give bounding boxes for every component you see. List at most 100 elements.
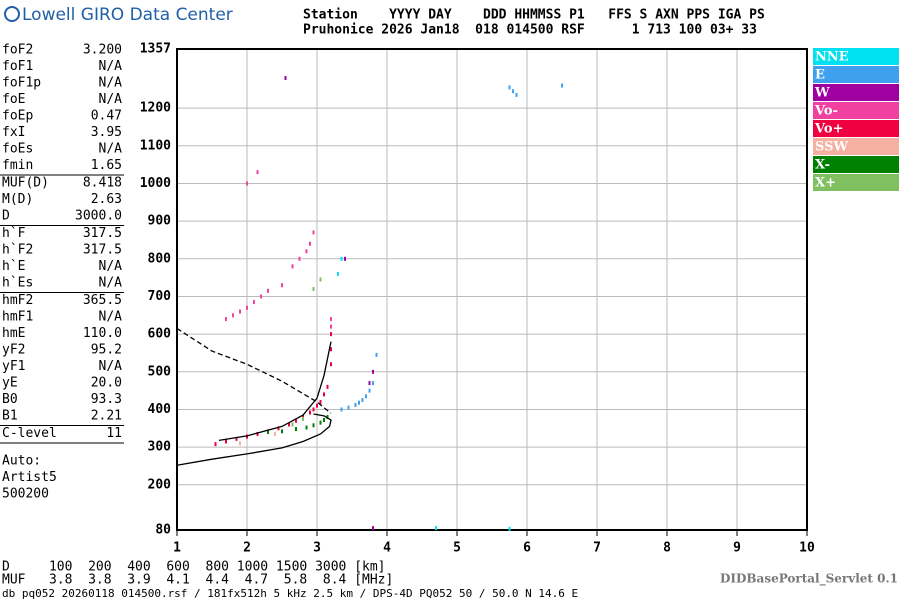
param-value: 365.5 <box>83 293 122 308</box>
param-value: 3.200 <box>83 43 122 58</box>
echo-point <box>508 526 511 531</box>
param-value: 8.418 <box>83 176 122 191</box>
y-tick-label: 80 <box>155 523 171 538</box>
echo-point <box>309 410 311 415</box>
legend-label: Vo- <box>814 104 838 119</box>
legend-label: NNE <box>815 50 849 65</box>
param-name: hmF2 <box>2 293 33 308</box>
echo-point <box>368 388 371 393</box>
y-tick-label: 300 <box>148 440 172 455</box>
y-tick-label: 400 <box>148 402 172 417</box>
d-line: D 100 200 400 600 800 1000 1500 3000 [km… <box>2 560 386 575</box>
echo-point <box>281 283 283 288</box>
y-tick-label: 700 <box>148 289 172 304</box>
legend-swatch <box>813 174 899 191</box>
echo-point <box>340 407 343 412</box>
echo-point <box>312 230 315 235</box>
echo-point <box>239 441 241 446</box>
echo-point <box>330 362 332 367</box>
param-value: N/A <box>99 259 123 274</box>
echo-point <box>312 423 315 428</box>
echo-point <box>372 526 374 531</box>
echo-point <box>435 526 437 531</box>
param-value: 3.95 <box>91 125 122 140</box>
echo-point <box>232 313 234 318</box>
echo-point <box>330 324 332 329</box>
echo-point <box>305 249 308 254</box>
echo-point <box>372 381 374 386</box>
profile-line <box>176 327 332 414</box>
echo-point <box>330 347 332 352</box>
echo-point <box>288 422 290 427</box>
echo-point <box>277 426 280 431</box>
param-name: foF1 <box>2 59 33 74</box>
info-line: db pq052 20260118 014500.rsf / 181fx512h… <box>2 587 578 600</box>
echo-point <box>319 399 322 404</box>
y-tick-label: 800 <box>148 251 172 266</box>
x-tick-label: 1 <box>173 541 181 556</box>
y-tick-label: 1000 <box>140 176 171 191</box>
echo-point <box>225 439 227 444</box>
param-name: M(D) <box>2 192 33 207</box>
echo-point <box>344 256 346 261</box>
param-value: N/A <box>99 276 123 291</box>
x-tick-label: 10 <box>799 541 815 556</box>
muf-line: MUF 3.8 3.8 3.9 4.1 4.4 4.7 5.8 8.4 [MHz… <box>2 573 393 588</box>
echo-point <box>295 427 297 432</box>
x-tick-label: 4 <box>383 541 391 556</box>
param-value: N/A <box>99 76 123 91</box>
echo-point <box>508 85 511 90</box>
echo-point <box>246 181 248 186</box>
legend-label: X- <box>815 158 830 173</box>
auto-text: Auto: <box>2 454 41 469</box>
param-name: fmin <box>2 158 33 173</box>
legend-swatch <box>813 156 899 173</box>
param-name: foEs <box>2 142 33 157</box>
echo-point <box>365 394 367 399</box>
param-name: D <box>2 209 10 224</box>
logo-icon <box>4 6 20 22</box>
legend-swatch <box>813 66 899 83</box>
echo-point <box>354 402 357 407</box>
legend-label: E <box>815 68 825 83</box>
legend-label: SSW <box>815 140 848 155</box>
param-value: 2.21 <box>91 409 122 424</box>
echo-point <box>319 277 322 282</box>
legend-swatch <box>813 120 899 137</box>
servlet: DIDBasePortal_Servlet 0.1 <box>720 572 898 587</box>
echo-point <box>281 429 283 434</box>
x-tick-label: 2 <box>243 541 251 556</box>
param-name: yF1 <box>2 359 25 374</box>
legend-label: W <box>814 86 830 101</box>
y-tick-label: 600 <box>148 327 172 342</box>
profile-line <box>176 341 332 466</box>
auto-text: 500200 <box>2 487 49 502</box>
echo-point <box>267 430 269 435</box>
echo-point <box>323 392 325 397</box>
x-tick-label: 3 <box>313 541 321 556</box>
x-tick-label: 6 <box>523 541 531 556</box>
echo-point <box>256 170 259 175</box>
param-value: 11 <box>106 426 122 441</box>
y-tick-label: 500 <box>148 364 172 379</box>
param-name: hmF1 <box>2 310 33 325</box>
param-value: N/A <box>99 359 123 374</box>
param-value: 0.47 <box>91 109 122 124</box>
echo-point <box>291 422 294 427</box>
echo-point <box>298 256 301 261</box>
param-name: C-level <box>2 426 57 441</box>
param-value: N/A <box>99 142 123 157</box>
echo-point <box>337 271 339 276</box>
param-value: N/A <box>99 59 123 74</box>
echo-point <box>302 416 304 421</box>
legend-label: Vo+ <box>814 122 843 137</box>
echo-point <box>561 83 563 88</box>
echo-point <box>246 434 248 439</box>
param-name: yF2 <box>2 343 25 358</box>
echo-point <box>239 309 241 314</box>
param-name: foEp <box>2 109 33 124</box>
echo-point <box>260 294 262 299</box>
plot-frame <box>176 48 808 531</box>
echo-point <box>253 300 255 305</box>
